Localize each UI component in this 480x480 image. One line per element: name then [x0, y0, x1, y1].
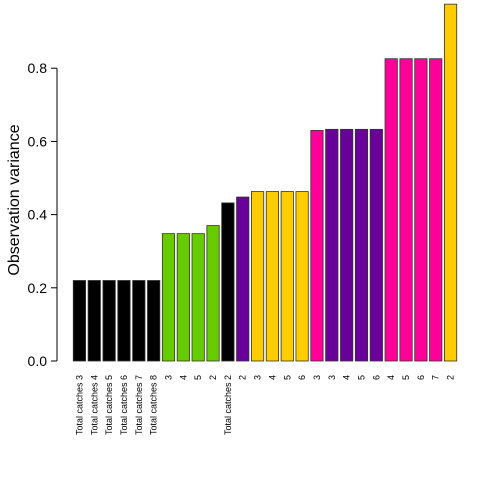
- x-tick-label: 4: [342, 375, 352, 380]
- x-tick-label: 4: [178, 375, 188, 380]
- bar: [132, 280, 146, 362]
- y-axis: 0.0 0.2 0.4 0.6 0.8: [28, 60, 58, 369]
- bar: [147, 280, 161, 362]
- bar: [295, 191, 309, 362]
- x-tick-label: 4: [267, 375, 277, 380]
- bar: [251, 191, 265, 362]
- bar: [310, 130, 324, 362]
- bar: [414, 58, 428, 362]
- bar: [325, 128, 339, 362]
- x-tick-label: 6: [371, 375, 381, 380]
- x-tick-label: 2: [208, 375, 218, 380]
- bar: [399, 58, 413, 362]
- bar: [384, 58, 398, 362]
- x-tick-label: 3: [312, 375, 322, 380]
- x-tick-label: 2: [446, 375, 456, 380]
- y-tick-label: 0.4: [28, 207, 48, 223]
- x-tick-label: 4: [386, 375, 396, 380]
- x-tick-label: 6: [416, 375, 426, 380]
- bar: [429, 58, 443, 362]
- x-tick-label: 6: [297, 375, 307, 380]
- x-tick-label: 5: [357, 375, 367, 380]
- x-tick-label: 3: [164, 375, 174, 380]
- bar: [72, 280, 86, 362]
- bar: [265, 191, 279, 362]
- x-tick-label: Total catches 4: [89, 375, 99, 435]
- y-tick-label: 0.8: [28, 60, 48, 76]
- bar: [236, 196, 250, 362]
- x-tick-label: 2: [238, 375, 248, 380]
- bar: [117, 280, 131, 362]
- bar: [161, 233, 176, 362]
- bar: [354, 128, 369, 362]
- bar: [176, 233, 190, 362]
- y-tick-label: 0.6: [28, 133, 48, 149]
- x-tick-label: Total catches 3: [74, 375, 84, 435]
- bar: [444, 3, 458, 362]
- bar: [221, 202, 235, 362]
- x-tick-label: Total catches 2: [223, 375, 233, 435]
- bar: [87, 280, 101, 362]
- x-tick-labels: Total catches 3 Total catches 4 Total catc…: [74, 375, 455, 435]
- bar: [206, 225, 220, 362]
- x-tick-label: Total catches 7: [134, 375, 144, 435]
- x-tick-label: 5: [282, 375, 292, 380]
- x-tick-label: 7: [431, 375, 441, 380]
- y-tick-label: 0.2: [28, 280, 48, 296]
- bar: [340, 128, 354, 362]
- bar: [369, 128, 383, 362]
- y-axis-label: Observation variance: [6, 124, 23, 275]
- x-tick-label: Total catches 6: [119, 375, 129, 435]
- x-tick-label: 5: [193, 375, 203, 380]
- bar: [102, 280, 116, 362]
- bars: [72, 3, 458, 362]
- x-tick-label: 3: [253, 375, 263, 380]
- x-tick-label: Total catches 5: [104, 375, 114, 435]
- x-tick-label: 3: [327, 375, 337, 380]
- x-tick-label: Total catches 8: [149, 375, 159, 435]
- bar: [191, 233, 205, 362]
- bar: [280, 191, 294, 362]
- y-tick-label: 0.0: [28, 353, 48, 369]
- x-tick-label: 5: [401, 375, 411, 380]
